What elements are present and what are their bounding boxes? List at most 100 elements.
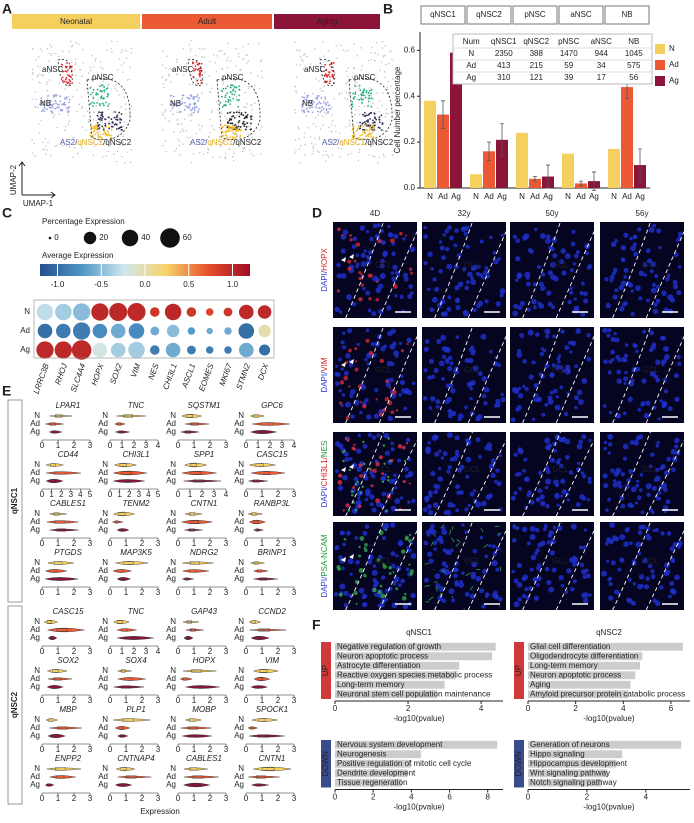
umap-point bbox=[101, 114, 103, 116]
nucleus bbox=[557, 357, 561, 361]
condition-label: Ag bbox=[98, 780, 108, 789]
nucleus bbox=[341, 273, 347, 279]
x-tick-label: 3 bbox=[292, 588, 297, 597]
x-tick-label: 3 bbox=[88, 745, 93, 754]
nucleus bbox=[544, 438, 550, 444]
x-tick-label: 2 bbox=[276, 539, 281, 548]
umap-point bbox=[298, 128, 300, 130]
umap-point bbox=[357, 160, 359, 162]
nucleus bbox=[668, 595, 672, 599]
nucleus bbox=[447, 432, 453, 438]
nucleus bbox=[629, 237, 633, 241]
y-tick-label: 0.4 bbox=[404, 91, 416, 100]
nucleus bbox=[514, 452, 518, 456]
x-tick-label: N bbox=[519, 192, 525, 201]
nucleus bbox=[335, 381, 340, 386]
umap-point bbox=[261, 70, 263, 72]
nucleus bbox=[577, 461, 580, 464]
signal bbox=[345, 437, 347, 439]
x-tick-label: 0 bbox=[176, 588, 181, 597]
umap-point bbox=[324, 96, 326, 98]
nucleus bbox=[391, 252, 395, 256]
nucleus bbox=[573, 579, 577, 583]
nucleus bbox=[341, 249, 346, 254]
umap-point bbox=[364, 115, 366, 117]
umap-point bbox=[346, 92, 348, 94]
umap-point bbox=[248, 88, 250, 90]
umap-point bbox=[98, 118, 100, 120]
nucleus bbox=[555, 493, 558, 496]
x-tick-label: 0 bbox=[244, 490, 249, 499]
nucleus bbox=[391, 277, 396, 282]
nucleus bbox=[465, 592, 470, 597]
umap-point bbox=[100, 112, 102, 114]
signal bbox=[359, 474, 363, 478]
nucleus bbox=[605, 508, 609, 512]
umap-point bbox=[97, 125, 99, 127]
umap-point bbox=[235, 65, 237, 67]
umap-point bbox=[363, 94, 365, 96]
umap-point bbox=[67, 109, 69, 111]
x-tick-label: 0 bbox=[108, 647, 113, 656]
umap-point bbox=[253, 155, 255, 157]
term-label: Generation of neurons bbox=[530, 740, 610, 749]
nucleus bbox=[482, 376, 487, 381]
nucleus bbox=[678, 265, 681, 268]
umap-point bbox=[125, 109, 127, 111]
signal bbox=[339, 593, 343, 597]
stain-label: DAPI/CHI3L1/NES bbox=[320, 441, 329, 508]
x-tick-label: 1 bbox=[260, 745, 265, 754]
umap-point bbox=[196, 61, 198, 63]
x-tick-label: 0 bbox=[40, 539, 45, 548]
umap-point bbox=[373, 99, 375, 101]
nucleus bbox=[569, 291, 573, 295]
umap-point bbox=[236, 134, 238, 136]
umap-point bbox=[234, 91, 236, 93]
nucleus bbox=[588, 593, 591, 596]
umap-point bbox=[191, 109, 193, 111]
nucleus bbox=[557, 360, 560, 363]
nucleus bbox=[410, 593, 415, 598]
nucleus bbox=[545, 334, 549, 338]
umap-point bbox=[328, 127, 330, 129]
nucleus bbox=[552, 334, 556, 338]
umap-point bbox=[237, 129, 239, 131]
nucleus bbox=[484, 554, 488, 558]
nucleus bbox=[455, 508, 459, 512]
nucleus bbox=[630, 245, 636, 251]
umap-point bbox=[201, 125, 203, 127]
gene-title: CD44 bbox=[58, 450, 79, 459]
umap-point bbox=[359, 135, 361, 137]
umap-point bbox=[199, 70, 201, 72]
nucleus bbox=[438, 449, 441, 452]
condition-label: Ag bbox=[30, 574, 40, 583]
umap-point bbox=[42, 109, 44, 111]
nucleus bbox=[540, 352, 544, 356]
umap-point bbox=[249, 134, 251, 136]
x-tick-label: 3 bbox=[156, 696, 161, 705]
umap-point bbox=[32, 48, 34, 50]
umap-point bbox=[161, 104, 163, 106]
nucleus bbox=[678, 542, 682, 546]
row-label: Ag bbox=[20, 345, 30, 354]
nucleus bbox=[464, 530, 468, 534]
umap-point bbox=[326, 81, 328, 83]
umap-point bbox=[369, 118, 371, 120]
umap-point bbox=[306, 56, 308, 58]
x-tick-label: 2 bbox=[371, 793, 376, 802]
x-tick-label: 2 bbox=[72, 647, 77, 656]
nucleus bbox=[530, 500, 535, 505]
signal bbox=[388, 566, 392, 570]
umap-point bbox=[356, 85, 358, 87]
nucleus bbox=[373, 224, 378, 229]
nucleus bbox=[475, 416, 480, 421]
umap-point bbox=[182, 128, 184, 130]
gene-title: CNTN1 bbox=[191, 499, 218, 508]
x-tick-label: Ad bbox=[530, 192, 540, 201]
nucleus bbox=[411, 499, 415, 503]
umap-point bbox=[213, 54, 215, 56]
umap-point bbox=[233, 115, 235, 117]
umap-point bbox=[75, 62, 77, 64]
umap-point bbox=[97, 89, 99, 91]
umap-point bbox=[314, 137, 316, 139]
